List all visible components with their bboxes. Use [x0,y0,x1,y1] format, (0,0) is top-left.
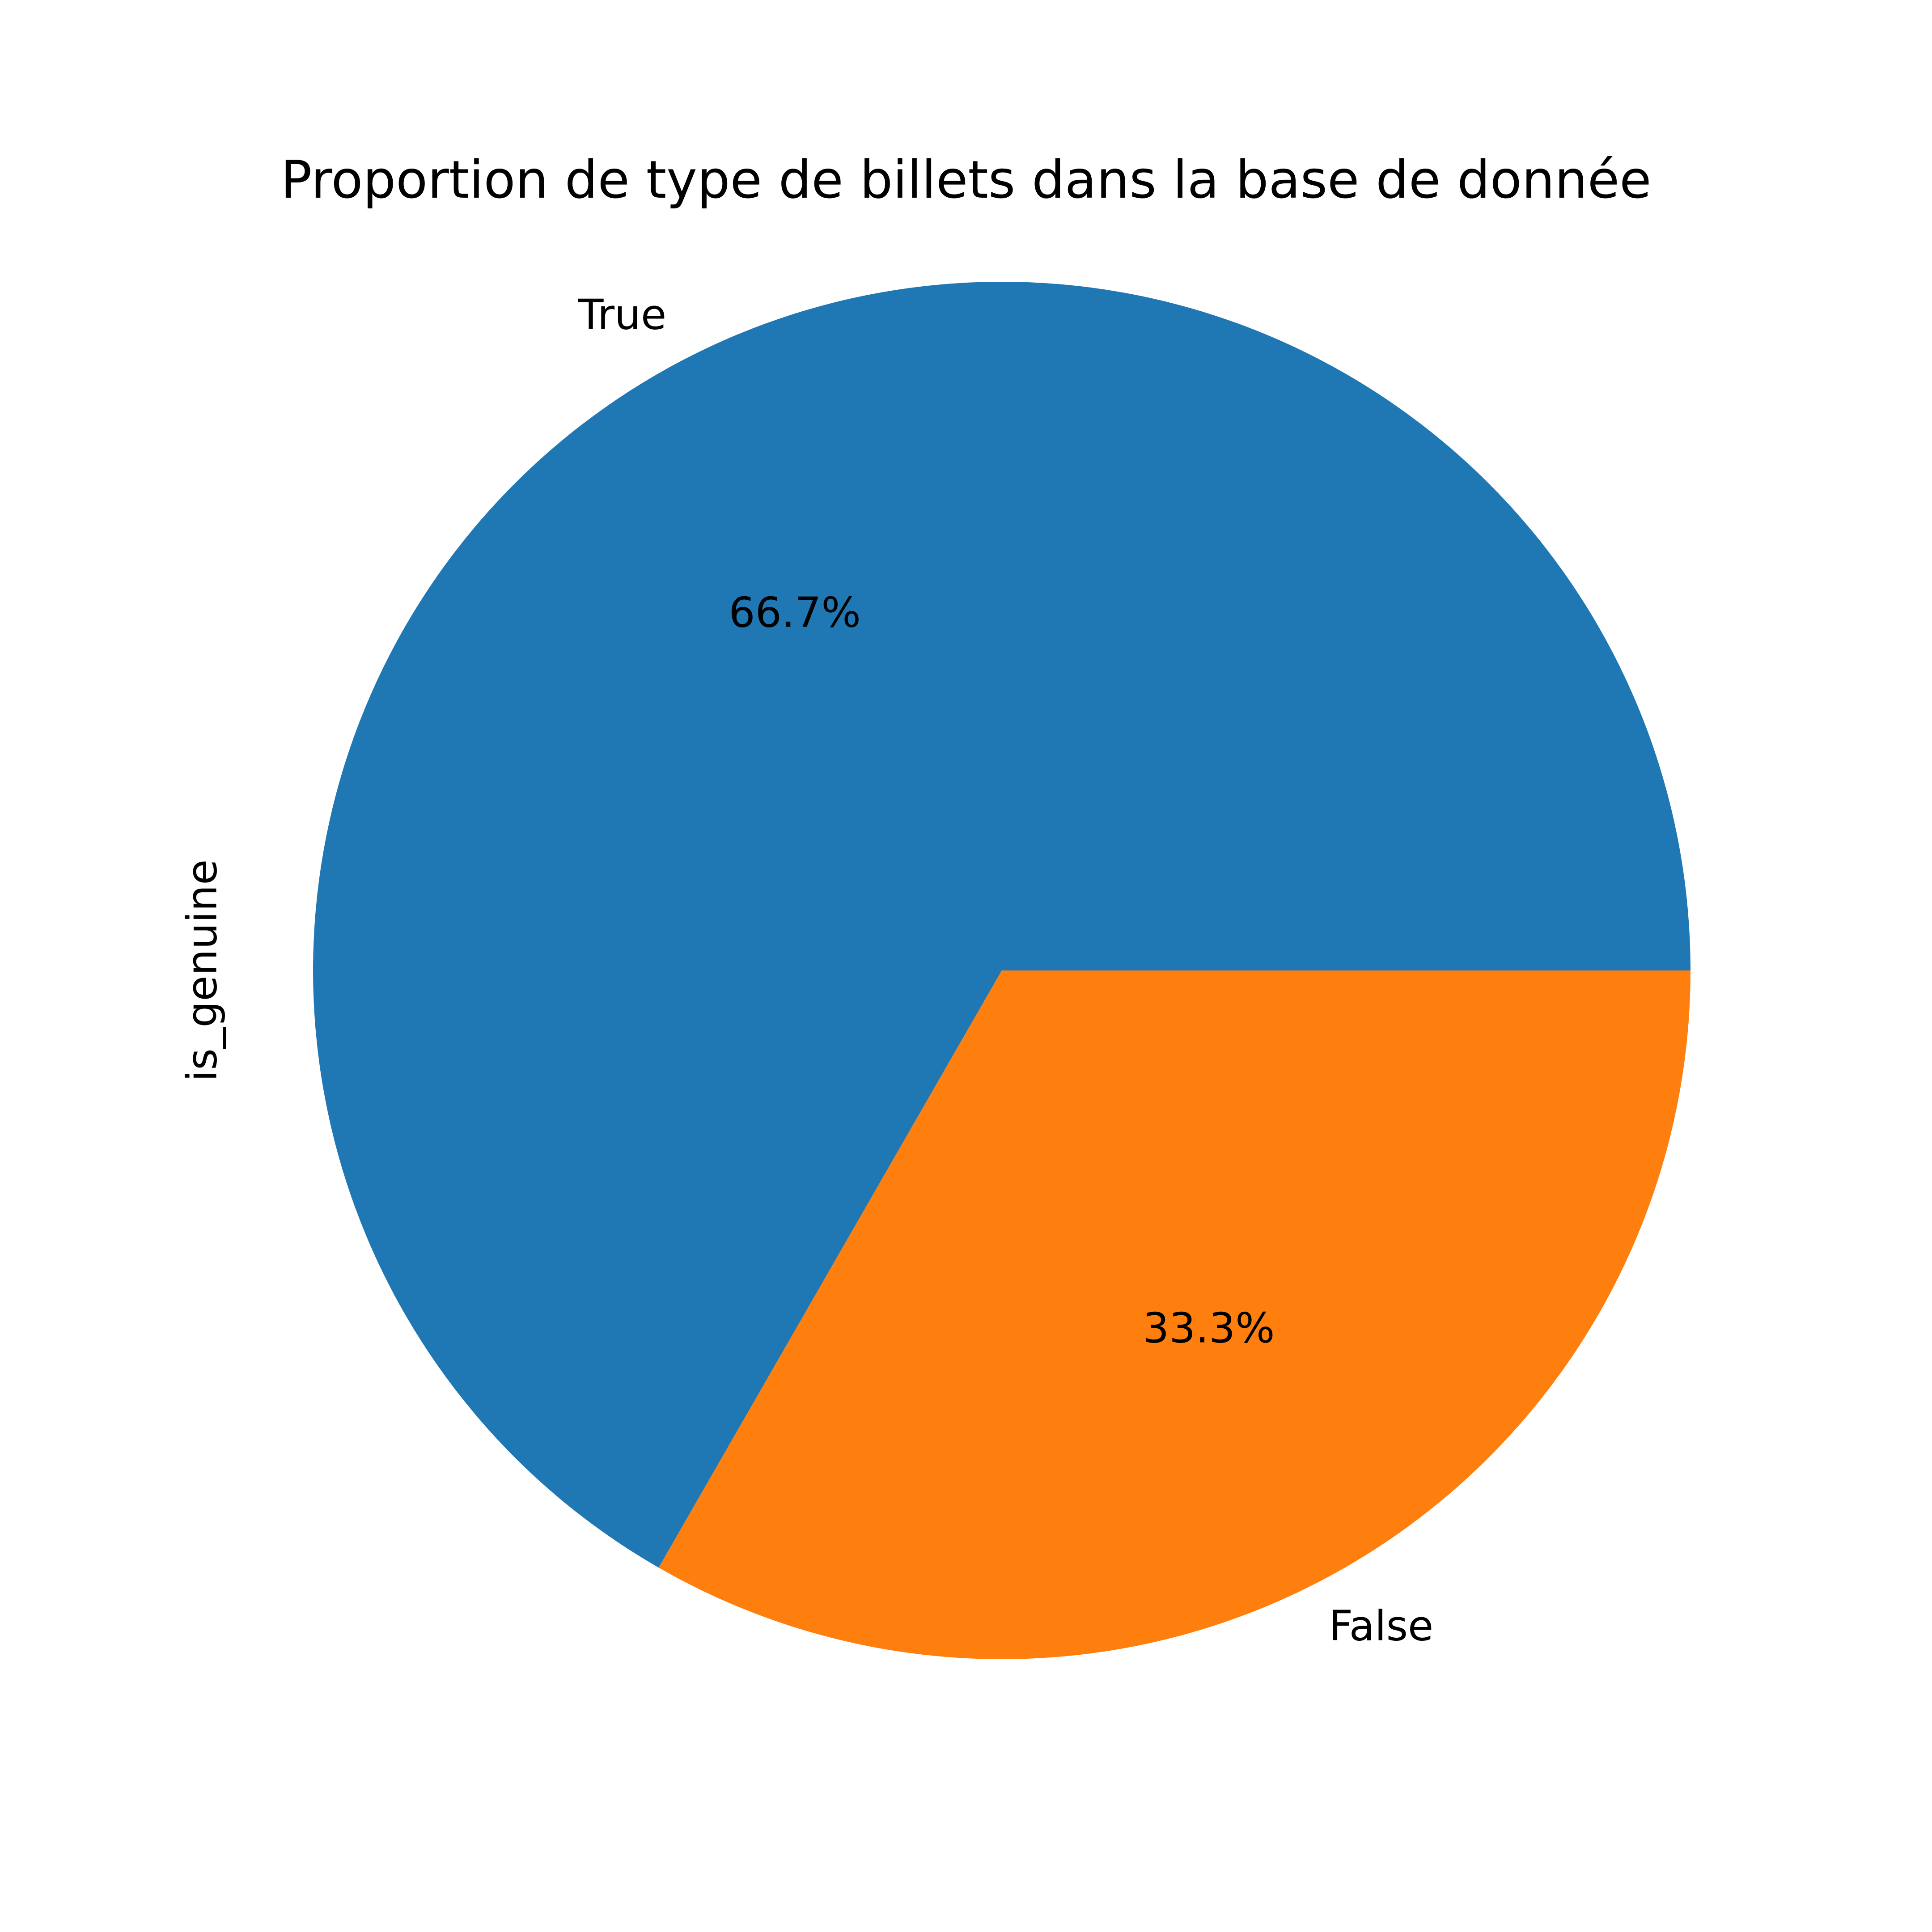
chart-title: Proportion de type de billets dans la ba… [280,150,1652,210]
slice-label-false: False [1329,1602,1434,1650]
pie-slice-true [313,281,1691,1568]
slice-label-true: True [578,290,667,339]
slice-percent-true: 66.7% [729,588,861,637]
pie-slice-false [658,970,1690,1659]
y-axis-label: is_genuine [178,859,226,1082]
slice-percent-false: 33.3% [1143,1304,1275,1352]
